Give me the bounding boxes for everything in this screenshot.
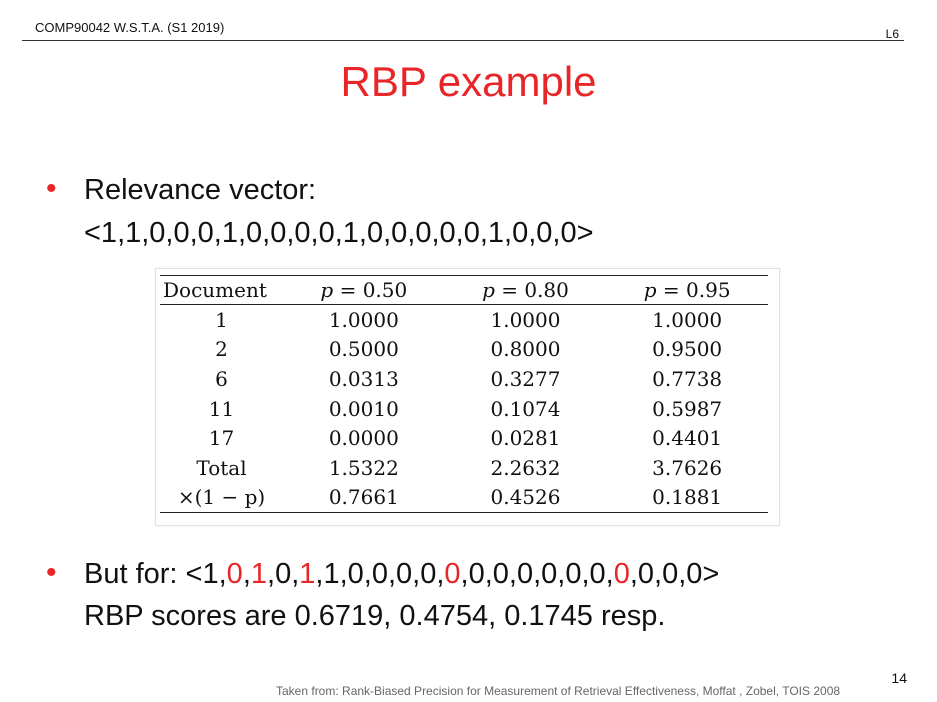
cell-value: 0.7738 [652,366,723,391]
cell-document: 17 [208,426,235,451]
vector-segment: ,0, [267,558,300,590]
rbp-table: Document p = 0.50 p = 0.80 p = 0.95 1 1.0… [160,275,768,513]
table-row: 2 0.5000 0.8000 0.9500 [160,335,768,365]
cell-document: 1 [215,307,228,332]
table-row: 11 0.0010 0.1074 0.5987 [160,394,768,424]
alt-vector-prefix: But for: [84,558,186,590]
cell-value: 0.0313 [328,366,399,391]
cell-document: 6 [215,366,228,391]
header-document: Document [163,278,267,302]
bullet-marker-2: • [46,556,57,589]
cell-value: 0.5000 [328,337,399,362]
header-p095: p = 0.95 [643,278,731,302]
cell-value: 0.1881 [652,485,723,510]
cell-value: 0.0010 [328,396,399,421]
header-divider [22,40,904,41]
cell-value: 1.0000 [652,307,723,332]
cell-value: 0.5987 [652,396,723,421]
table-row: 17 0.0000 0.0281 0.4401 [160,423,768,453]
changed-digit: 0 [444,558,461,590]
relevance-vector: <1,1,0,0,0,1,0,0,0,0,1,0,0,0,0,0,1,0,0,0… [84,217,594,249]
vector-segment: ,0,0,0,0,0,0, [460,558,614,590]
cell-document: 2 [215,337,228,362]
cell-value: 1.0000 [328,307,399,332]
rbp-table-figure: Document p = 0.50 p = 0.80 p = 0.95 1 1.0… [155,268,780,526]
cell-value: 0.8000 [490,337,561,362]
bullet-marker-1: • [46,172,57,205]
changed-digit: 0 [613,558,630,590]
cell-value: 2.2632 [490,455,561,480]
vector-segment: , [242,558,251,590]
vector-segment: <1, [185,558,227,590]
table-row: Total 1.5322 2.2632 3.7626 [160,453,768,483]
cell-value: 0.3277 [490,366,561,391]
changed-digit: 0 [226,558,243,590]
source-citation: Taken from: Rank-Biased Precision for Me… [276,684,841,698]
page-number: 14 [891,670,907,686]
alt-vector: <1,0,1,0,1,1,0,0,0,0,0,0,0,0,0,0,0,0,0,0… [186,558,720,590]
cell-value: 0.0000 [328,426,399,451]
table-row: 1 1.0000 1.0000 1.0000 [160,305,768,335]
table-header-row: Document p = 0.50 p = 0.80 p = 0.95 [160,275,768,305]
table-row: ×(1 − p) 0.7661 0.4526 0.1881 [160,483,768,513]
cell-value: 0.1074 [490,396,561,421]
slide-title: RBP example [340,58,597,105]
cell-value: 0.7661 [328,485,399,510]
cell-value: 1.5322 [328,455,399,480]
cell-value: 0.4401 [652,426,723,451]
course-header: COMP90042 W.S.T.A. (S1 2019) [35,20,225,35]
cell-value: 0.4526 [490,485,561,510]
table-row: 6 0.0313 0.3277 0.7738 [160,364,768,394]
cell-value: 3.7626 [652,455,723,480]
cell-value: 0.9500 [652,337,723,362]
alt-vector-line: But for: <1,0,1,0,1,1,0,0,0,0,0,0,0,0,0,… [84,558,719,591]
vector-segment: ,1,0,0,0,0, [315,558,445,590]
rbp-scores-text: RBP scores are 0.6719, 0.4754, 0.1745 re… [84,600,666,632]
lecture-label: L6 [885,27,899,41]
changed-digit: 1 [299,558,316,590]
relevance-label: Relevance vector: [84,174,317,206]
changed-digit: 1 [250,558,268,590]
vector-segment: ,0,0,0> [629,558,720,590]
header-p080: p = 0.80 [482,278,569,302]
cell-value: 1.0000 [490,307,561,332]
header-p050: p = 0.50 [320,278,408,302]
cell-document: ×(1 − p) [177,485,266,510]
cell-document: Total [196,455,247,480]
cell-document: 11 [208,396,235,421]
cell-value: 0.0281 [490,426,561,451]
